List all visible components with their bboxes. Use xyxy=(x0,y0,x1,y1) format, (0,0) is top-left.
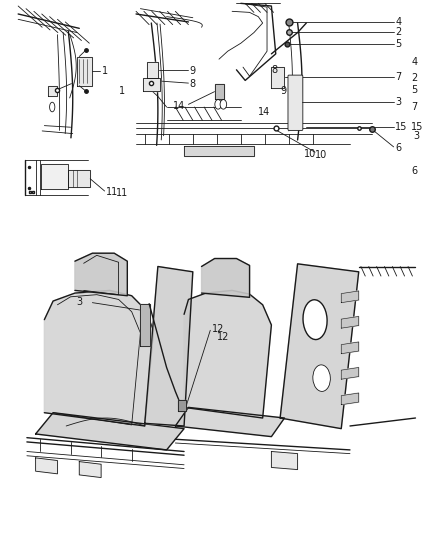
Text: 11: 11 xyxy=(106,187,119,197)
Text: 12: 12 xyxy=(212,324,224,334)
Polygon shape xyxy=(184,146,254,156)
Polygon shape xyxy=(341,317,359,328)
Polygon shape xyxy=(147,62,158,78)
Polygon shape xyxy=(68,169,90,187)
Text: 3: 3 xyxy=(413,131,420,141)
Text: 3: 3 xyxy=(77,297,83,307)
Text: 9: 9 xyxy=(280,86,286,96)
Text: 7: 7 xyxy=(396,72,402,82)
Polygon shape xyxy=(177,400,186,411)
Polygon shape xyxy=(41,164,68,189)
Text: 14: 14 xyxy=(173,101,185,111)
Text: 15: 15 xyxy=(411,122,424,132)
Text: 5: 5 xyxy=(411,85,417,95)
Polygon shape xyxy=(341,393,359,405)
Text: 7: 7 xyxy=(411,102,417,112)
Ellipse shape xyxy=(49,102,55,112)
Polygon shape xyxy=(272,67,285,88)
Polygon shape xyxy=(341,368,359,379)
Polygon shape xyxy=(77,56,92,86)
Text: 6: 6 xyxy=(411,166,417,176)
Text: 8: 8 xyxy=(272,65,278,75)
Polygon shape xyxy=(341,342,359,354)
Text: 10: 10 xyxy=(304,149,316,159)
Text: 8: 8 xyxy=(190,79,196,89)
Text: 1: 1 xyxy=(102,66,108,76)
Polygon shape xyxy=(141,304,150,346)
Text: 2: 2 xyxy=(411,73,417,83)
Polygon shape xyxy=(145,266,193,426)
Polygon shape xyxy=(175,407,285,437)
Polygon shape xyxy=(341,291,359,303)
Text: 1: 1 xyxy=(119,86,125,96)
Text: 2: 2 xyxy=(396,27,402,37)
Polygon shape xyxy=(280,264,359,429)
Polygon shape xyxy=(201,259,250,297)
Text: 6: 6 xyxy=(396,143,402,153)
Polygon shape xyxy=(35,458,57,474)
Ellipse shape xyxy=(215,100,221,109)
Polygon shape xyxy=(184,290,272,418)
Polygon shape xyxy=(75,253,127,296)
Text: 10: 10 xyxy=(315,150,327,160)
Polygon shape xyxy=(215,84,224,99)
Ellipse shape xyxy=(303,300,327,340)
Polygon shape xyxy=(44,290,153,426)
Text: 9: 9 xyxy=(190,67,196,76)
Text: 14: 14 xyxy=(258,107,271,117)
Text: 12: 12 xyxy=(217,332,229,342)
Text: 5: 5 xyxy=(396,39,402,49)
Polygon shape xyxy=(48,86,57,96)
Polygon shape xyxy=(143,78,160,91)
Text: 4: 4 xyxy=(411,57,417,67)
Text: 11: 11 xyxy=(117,188,129,198)
FancyBboxPatch shape xyxy=(288,75,303,131)
Polygon shape xyxy=(79,462,101,478)
Text: 4: 4 xyxy=(396,17,402,27)
Ellipse shape xyxy=(313,365,330,391)
Text: 15: 15 xyxy=(396,122,408,132)
Polygon shape xyxy=(35,413,184,450)
Polygon shape xyxy=(272,451,297,470)
Ellipse shape xyxy=(220,100,226,109)
Text: 3: 3 xyxy=(396,96,402,107)
